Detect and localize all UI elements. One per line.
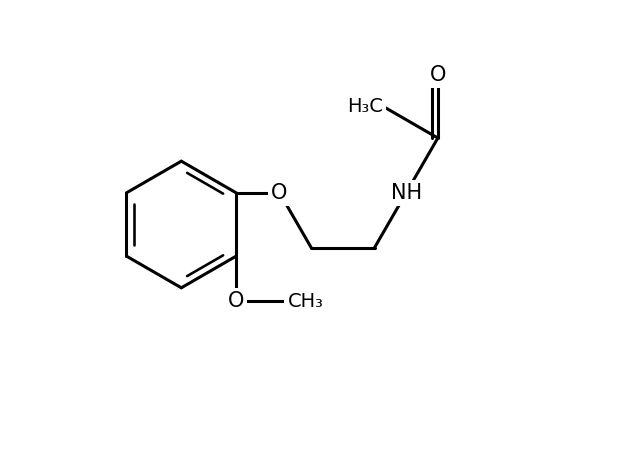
- Text: O: O: [271, 183, 288, 203]
- Text: O: O: [228, 291, 244, 311]
- Text: O: O: [429, 65, 446, 85]
- Text: CH₃: CH₃: [287, 292, 323, 311]
- Text: H₃C: H₃C: [347, 97, 383, 116]
- Text: NH: NH: [390, 183, 422, 203]
